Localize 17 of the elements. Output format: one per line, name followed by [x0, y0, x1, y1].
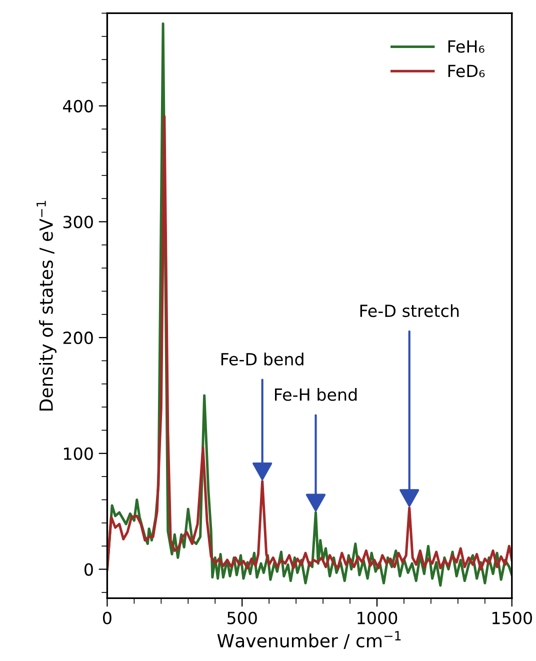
y-tick-label: 400: [63, 100, 93, 112]
y-tick-label: 100: [64, 447, 93, 460]
x-tick-label: 1500: [492, 612, 532, 624]
y-axis-title: Density of states / eV$^{−1}$: [36, 200, 56, 410]
y-tick-label: 200: [63, 332, 93, 344]
line-series: [107, 115, 512, 570]
annotation: Fe-D bend: [221, 352, 304, 366]
annotation: Fe-D stretch: [360, 304, 459, 318]
x-tick-label: 0: [102, 612, 112, 624]
x-axis-title: Wavenumber / cm$^{−1}$: [217, 631, 401, 649]
legend-label: FeH₆: [448, 40, 484, 53]
y-tick-label: 300: [63, 216, 93, 228]
x-tick-label: 1000: [358, 612, 398, 624]
y-tick-label: 0: [84, 563, 93, 576]
annotation: Fe-H bend: [275, 388, 357, 401]
x-tick-label: 500: [227, 612, 257, 624]
legend-label: FeD₆: [448, 64, 485, 78]
